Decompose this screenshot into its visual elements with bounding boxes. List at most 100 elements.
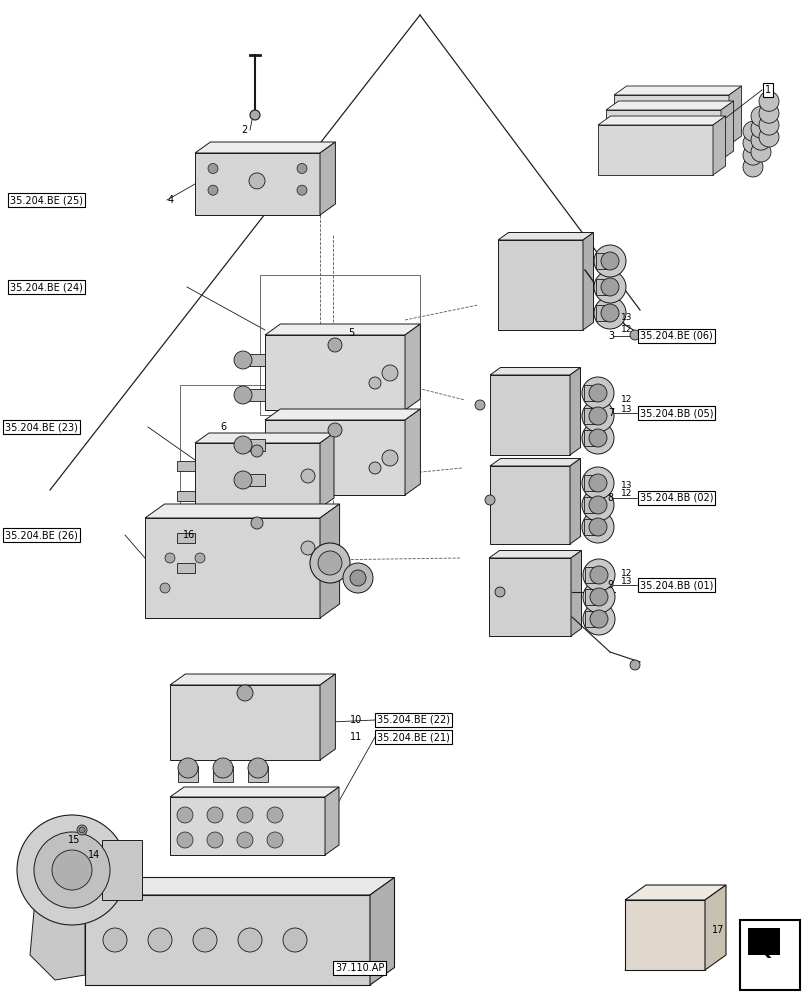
Polygon shape xyxy=(169,787,338,797)
Polygon shape xyxy=(195,515,320,580)
Polygon shape xyxy=(489,367,580,375)
Circle shape xyxy=(750,142,770,162)
Polygon shape xyxy=(320,674,335,760)
Text: 35.204.BB (01): 35.204.BB (01) xyxy=(639,580,713,590)
Circle shape xyxy=(310,543,350,583)
Circle shape xyxy=(247,758,268,778)
Polygon shape xyxy=(488,558,570,636)
Polygon shape xyxy=(145,504,339,518)
Text: 4: 4 xyxy=(168,195,174,205)
Circle shape xyxy=(581,377,613,409)
Text: 12: 12 xyxy=(620,489,632,498)
Circle shape xyxy=(177,807,193,823)
Circle shape xyxy=(368,377,380,389)
Polygon shape xyxy=(605,110,720,160)
Bar xyxy=(178,766,198,782)
Circle shape xyxy=(600,304,618,322)
Polygon shape xyxy=(569,367,580,455)
Text: 35.204.BB (05): 35.204.BB (05) xyxy=(639,408,713,418)
Polygon shape xyxy=(597,125,712,175)
Bar xyxy=(583,430,597,446)
Circle shape xyxy=(208,185,217,195)
Circle shape xyxy=(594,271,625,303)
Circle shape xyxy=(212,758,233,778)
Text: 35.204.BE (06): 35.204.BE (06) xyxy=(639,331,712,341)
Text: 16: 16 xyxy=(182,530,195,540)
Circle shape xyxy=(17,815,127,925)
Circle shape xyxy=(381,450,397,466)
Circle shape xyxy=(600,278,618,296)
Circle shape xyxy=(77,825,87,835)
Text: 7: 7 xyxy=(607,408,613,418)
Text: 13: 13 xyxy=(620,314,632,322)
Bar xyxy=(584,567,599,583)
Polygon shape xyxy=(489,466,569,544)
Circle shape xyxy=(207,832,223,848)
Bar xyxy=(247,766,268,782)
Circle shape xyxy=(208,164,217,174)
Bar xyxy=(260,275,419,415)
Polygon shape xyxy=(569,458,580,544)
Polygon shape xyxy=(169,674,335,685)
Circle shape xyxy=(588,384,607,402)
Circle shape xyxy=(328,338,341,352)
Polygon shape xyxy=(489,458,580,466)
Text: 12: 12 xyxy=(620,324,632,334)
Bar xyxy=(102,840,142,900)
Bar xyxy=(180,385,324,515)
Circle shape xyxy=(600,252,618,270)
Text: 35.204.BE (22): 35.204.BE (22) xyxy=(376,715,449,725)
Text: 17: 17 xyxy=(711,925,723,935)
Polygon shape xyxy=(85,895,370,985)
Circle shape xyxy=(750,106,770,126)
Text: 6: 6 xyxy=(220,422,225,432)
Text: 13: 13 xyxy=(620,406,632,414)
Text: 37.110.AP: 37.110.AP xyxy=(335,963,384,973)
Circle shape xyxy=(588,474,607,492)
Polygon shape xyxy=(605,101,732,110)
Bar xyxy=(177,563,195,573)
Circle shape xyxy=(588,407,607,425)
Circle shape xyxy=(590,588,607,606)
Bar xyxy=(595,305,609,321)
Circle shape xyxy=(250,110,260,120)
Polygon shape xyxy=(320,504,339,618)
Bar xyxy=(595,253,609,269)
Polygon shape xyxy=(747,928,779,955)
Text: 12: 12 xyxy=(620,395,632,404)
Circle shape xyxy=(590,566,607,584)
Circle shape xyxy=(594,245,625,277)
Polygon shape xyxy=(570,550,581,636)
Circle shape xyxy=(238,928,262,952)
Circle shape xyxy=(301,469,315,483)
Bar xyxy=(177,533,195,543)
Polygon shape xyxy=(169,685,320,760)
Circle shape xyxy=(52,850,92,890)
Text: 35.204.BE (23): 35.204.BE (23) xyxy=(5,422,78,432)
Polygon shape xyxy=(169,797,324,855)
Circle shape xyxy=(581,467,613,499)
Polygon shape xyxy=(320,505,333,580)
Polygon shape xyxy=(85,878,394,895)
Circle shape xyxy=(195,553,204,563)
Circle shape xyxy=(234,471,251,489)
Polygon shape xyxy=(613,86,740,95)
Circle shape xyxy=(581,511,613,543)
Text: 35.204.BE (21): 35.204.BE (21) xyxy=(376,732,449,742)
Bar xyxy=(583,475,597,491)
Circle shape xyxy=(301,541,315,555)
Polygon shape xyxy=(195,505,333,515)
Text: 2: 2 xyxy=(242,125,247,135)
Bar xyxy=(177,461,195,471)
Circle shape xyxy=(178,758,198,778)
Bar xyxy=(583,385,597,401)
Circle shape xyxy=(588,518,607,536)
Circle shape xyxy=(342,563,372,593)
Bar xyxy=(584,589,599,605)
Circle shape xyxy=(629,330,639,340)
Circle shape xyxy=(742,157,762,177)
Polygon shape xyxy=(264,409,420,420)
Circle shape xyxy=(267,807,283,823)
Polygon shape xyxy=(405,324,420,410)
Circle shape xyxy=(742,121,762,141)
